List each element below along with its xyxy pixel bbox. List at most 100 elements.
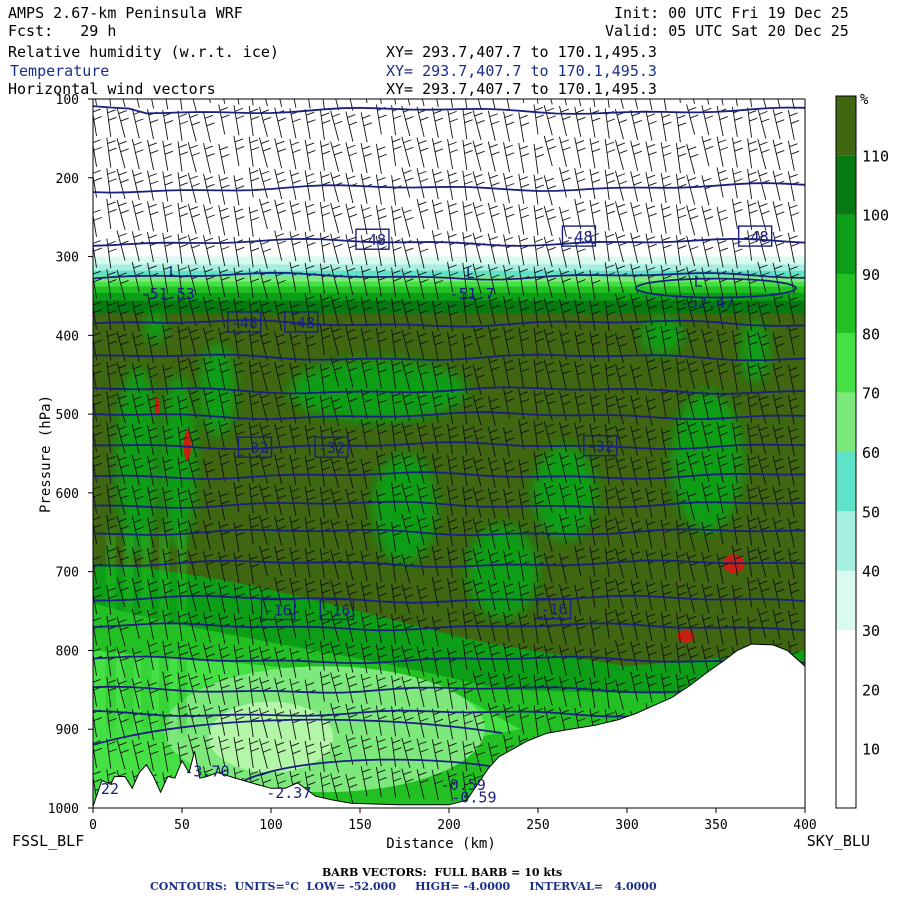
wind-barb-flag: [403, 332, 412, 337]
wind-barb-flag: [377, 269, 386, 274]
wind-barb: [462, 232, 468, 263]
wind-barb-flag: [519, 584, 528, 589]
wind-barb-flag: [392, 454, 401, 459]
wind-barb: [304, 139, 311, 170]
wind-barb-flag: [734, 463, 743, 468]
wind-barb-flag: [718, 393, 727, 398]
wind-barb-flag: [476, 589, 485, 594]
wind-barb-flag: [93, 146, 102, 151]
wind-barb-flag: [260, 425, 270, 430]
wind-barb-flag: [463, 682, 472, 686]
wind-barb: [187, 611, 197, 642]
wind-barb: [401, 676, 411, 707]
wind-barb-flag: [631, 551, 641, 556]
wind-barb: [177, 641, 183, 672]
wind-barb: [731, 330, 738, 361]
wind-barb: [559, 645, 567, 676]
wind-barb: [589, 616, 596, 647]
wind-barb-flag: [688, 330, 697, 335]
wind-barb: [187, 642, 197, 673]
wind-barb-flag: [616, 265, 626, 270]
wind-barb-flag: [332, 429, 341, 434]
wind-barb-flag: [249, 617, 259, 622]
wind-barb-flag: [547, 246, 556, 251]
wind-barb-flag: [688, 646, 697, 651]
wind-barb-flag: [334, 335, 343, 340]
wind-barb-flag: [690, 114, 699, 119]
wind-barb-flag: [433, 619, 442, 623]
wind-barb: [265, 99, 268, 107]
wind-barb: [116, 199, 126, 230]
wind-barb-flag: [560, 301, 570, 306]
wind-barb-flag: [448, 519, 457, 523]
colorbar-bin: [836, 274, 856, 334]
wind-barb: [559, 483, 567, 514]
wind-barb-flag: [618, 496, 628, 501]
wind-barb: [660, 519, 667, 550]
wind-barb: [106, 545, 112, 576]
wind-barb-flag: [606, 403, 616, 408]
wind-barb: [465, 99, 468, 109]
wind-barb-flag: [178, 521, 187, 526]
wind-barb: [233, 298, 240, 329]
wind-barb-flag: [449, 465, 458, 469]
wind-barb-flag: [234, 524, 244, 529]
wind-barb: [93, 682, 98, 707]
wind-barb: [131, 231, 140, 262]
wind-barb-flag: [703, 331, 712, 336]
wind-barb-flag: [219, 207, 229, 212]
wind-barb-flag: [150, 588, 159, 593]
wind-barb-flag: [405, 146, 414, 151]
wind-barb: [574, 198, 582, 230]
wind-barb-flag: [663, 213, 672, 218]
wind-barb: [477, 99, 482, 110]
colorbar-bin: [836, 570, 856, 630]
wind-barb-flag: [362, 329, 371, 334]
wind-barb-flag: [449, 750, 458, 755]
wind-barb: [93, 743, 98, 768]
wind-barb-flag: [307, 751, 316, 755]
rh-blob: [466, 524, 538, 619]
wind-barb-flag: [761, 403, 770, 408]
wind-barb-flag: [476, 212, 485, 217]
wind-barb-flag: [307, 650, 316, 655]
wind-barb: [131, 485, 140, 516]
wind-barb-flag: [789, 143, 798, 148]
wind-barb-flag: [118, 487, 127, 492]
wind-barb-flag: [734, 248, 743, 253]
wind-barb: [757, 332, 767, 363]
wind-barb-flag: [150, 342, 159, 347]
wind-barb-flag: [519, 615, 528, 619]
wind-barb-flag: [403, 648, 412, 653]
wind-barb-flag: [275, 426, 285, 430]
wind-barb: [416, 106, 425, 137]
wind-barb-flag: [362, 461, 371, 466]
wind-barb-flag: [150, 558, 159, 562]
wind-barb: [518, 673, 525, 705]
wind-barb: [447, 362, 454, 393]
colorbar-bin: [836, 630, 856, 690]
wind-barb-flag: [734, 595, 743, 599]
wind-barb-flag: [449, 557, 458, 562]
wind-barb-flag: [433, 140, 442, 145]
wind-barb-flag: [790, 304, 800, 309]
wind-barb-flag: [560, 455, 570, 460]
wind-barb-flag: [204, 645, 214, 650]
wind-barb: [136, 99, 140, 108]
wind-barb-flag: [718, 240, 727, 245]
wind-barb-flag: [648, 621, 657, 625]
wind-barb-flag: [678, 183, 687, 188]
wind-barb: [416, 198, 425, 230]
wind-barb-flag: [277, 556, 286, 561]
wind-barb: [147, 262, 154, 293]
wind-barb-flag: [577, 209, 586, 213]
wind-barb-flag: [219, 330, 229, 335]
wind-barb: [375, 644, 382, 675]
wind-barb-flag: [420, 748, 429, 753]
wind-barb-flag: [221, 592, 230, 597]
wind-barb-flag: [790, 150, 800, 155]
wind-barb-flag: [434, 279, 444, 284]
wind-barb-flag: [348, 398, 358, 402]
wind-barb: [663, 99, 667, 111]
wind-barb: [360, 489, 368, 520]
